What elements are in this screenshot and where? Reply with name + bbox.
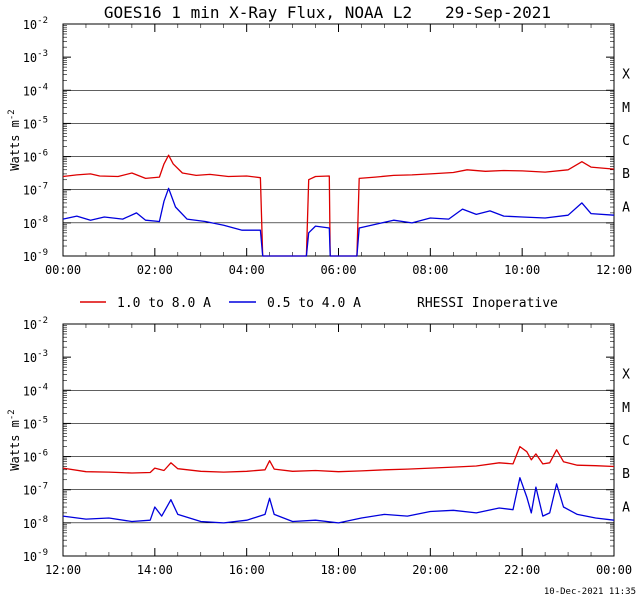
panel-top: 10-9 10-8 10-7 10-6 10-5 10-4 10-3 10-2 Watts m-…: [7, 16, 632, 277]
x-tick-label: 00:00: [596, 563, 632, 577]
x-tick-label: 10:00: [504, 263, 540, 277]
series-long-line: [62, 154, 615, 257]
x-tick-label: 04:00: [229, 263, 265, 277]
y-tick-label: 10-6: [23, 149, 48, 165]
y-tick-label: 10-5: [23, 415, 48, 431]
plot-frame: [62, 323, 615, 557]
series-short-line: [62, 477, 615, 524]
legend-long-label: 1.0 to 8.0 A: [117, 296, 211, 311]
y-tick-label: 10-6: [23, 449, 48, 465]
x-tick-label: 20:00: [412, 563, 448, 577]
flare-class-label: M: [622, 401, 630, 416]
x-tick-label: 06:00: [320, 263, 356, 277]
y-tick-label: 10-3: [23, 349, 48, 365]
flare-class-label: X: [622, 68, 630, 83]
y-tick-label: 10-2: [23, 16, 48, 32]
x-tick-label: 22:00: [504, 563, 540, 577]
flare-class-label: B: [622, 167, 630, 182]
legend-note: RHESSI Inoperative: [417, 296, 558, 311]
x-tick-label: 12:00: [596, 263, 632, 277]
figure-date: 29-Sep-2021: [445, 3, 551, 22]
x-tick-label: 02:00: [137, 263, 173, 277]
series-long-line: [62, 445, 615, 474]
flare-class-label: M: [622, 101, 630, 116]
y-tick-label: 10-9: [23, 248, 48, 264]
y-axis-title: Watts m-2: [7, 409, 22, 470]
flare-class-label: C: [622, 134, 630, 149]
flare-class-label: C: [622, 434, 630, 449]
y-axis-title: Watts m-2: [7, 109, 22, 170]
y-tick-label: 10-5: [23, 115, 48, 131]
flare-class-label: A: [622, 200, 630, 215]
flare-class-label: B: [622, 467, 630, 482]
legend: 1.0 to 8.0 A 0.5 to 4.0 A RHESSI Inopera…: [80, 296, 558, 311]
x-tick-label: 14:00: [137, 563, 173, 577]
x-tick-label: 18:00: [320, 563, 356, 577]
y-tick-label: 10-8: [23, 215, 48, 231]
y-tick-label: 10-4: [23, 82, 48, 98]
plot-frame: [62, 23, 615, 257]
figure-title: GOES16 1 min X-Ray Flux, NOAA L2: [104, 3, 412, 22]
panel-bottom: 10-9 10-8 10-7 10-6 10-5 10-4 10-3 10-2 Watts m-…: [7, 316, 632, 577]
y-tick-label: 10-3: [23, 49, 48, 65]
y-tick-label: 10-4: [23, 382, 48, 398]
x-tick-label: 00:00: [45, 263, 81, 277]
y-tick-label: 10-9: [23, 548, 48, 564]
footer-timestamp: 10-Dec-2021 11:35: [544, 587, 636, 597]
x-tick-label: 12:00: [45, 563, 81, 577]
flare-class-label: X: [622, 368, 630, 383]
flare-class-label: A: [622, 500, 630, 515]
y-tick-label: 10-2: [23, 316, 48, 332]
series-short-line: [62, 187, 615, 257]
x-tick-label: 16:00: [229, 563, 265, 577]
x-tick-label: 08:00: [412, 263, 448, 277]
y-tick-label: 10-7: [23, 182, 48, 198]
legend-short-label: 0.5 to 4.0 A: [267, 296, 361, 311]
y-tick-label: 10-8: [23, 515, 48, 531]
y-tick-label: 10-7: [23, 482, 48, 498]
